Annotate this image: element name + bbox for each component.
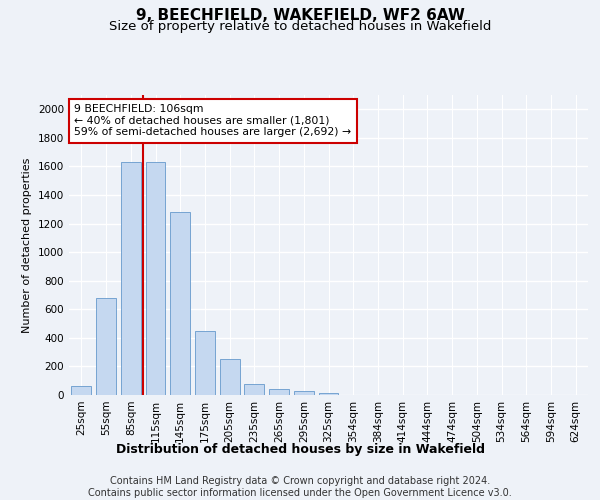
- Bar: [146, 162, 166, 395]
- Bar: [195, 330, 215, 395]
- Bar: [71, 386, 91, 395]
- Bar: [121, 162, 140, 395]
- Text: 9, BEECHFIELD, WAKEFIELD, WF2 6AW: 9, BEECHFIELD, WAKEFIELD, WF2 6AW: [136, 8, 464, 22]
- Bar: [170, 212, 190, 395]
- Bar: [96, 298, 116, 395]
- Bar: [220, 360, 239, 395]
- Text: Contains HM Land Registry data © Crown copyright and database right 2024.
Contai: Contains HM Land Registry data © Crown c…: [88, 476, 512, 498]
- Bar: [294, 392, 314, 395]
- Y-axis label: Number of detached properties: Number of detached properties: [22, 158, 32, 332]
- Bar: [244, 384, 264, 395]
- Text: Size of property relative to detached houses in Wakefield: Size of property relative to detached ho…: [109, 20, 491, 33]
- Bar: [269, 388, 289, 395]
- Text: Distribution of detached houses by size in Wakefield: Distribution of detached houses by size …: [115, 442, 485, 456]
- Text: 9 BEECHFIELD: 106sqm
← 40% of detached houses are smaller (1,801)
59% of semi-de: 9 BEECHFIELD: 106sqm ← 40% of detached h…: [74, 104, 352, 137]
- Bar: [319, 393, 338, 395]
